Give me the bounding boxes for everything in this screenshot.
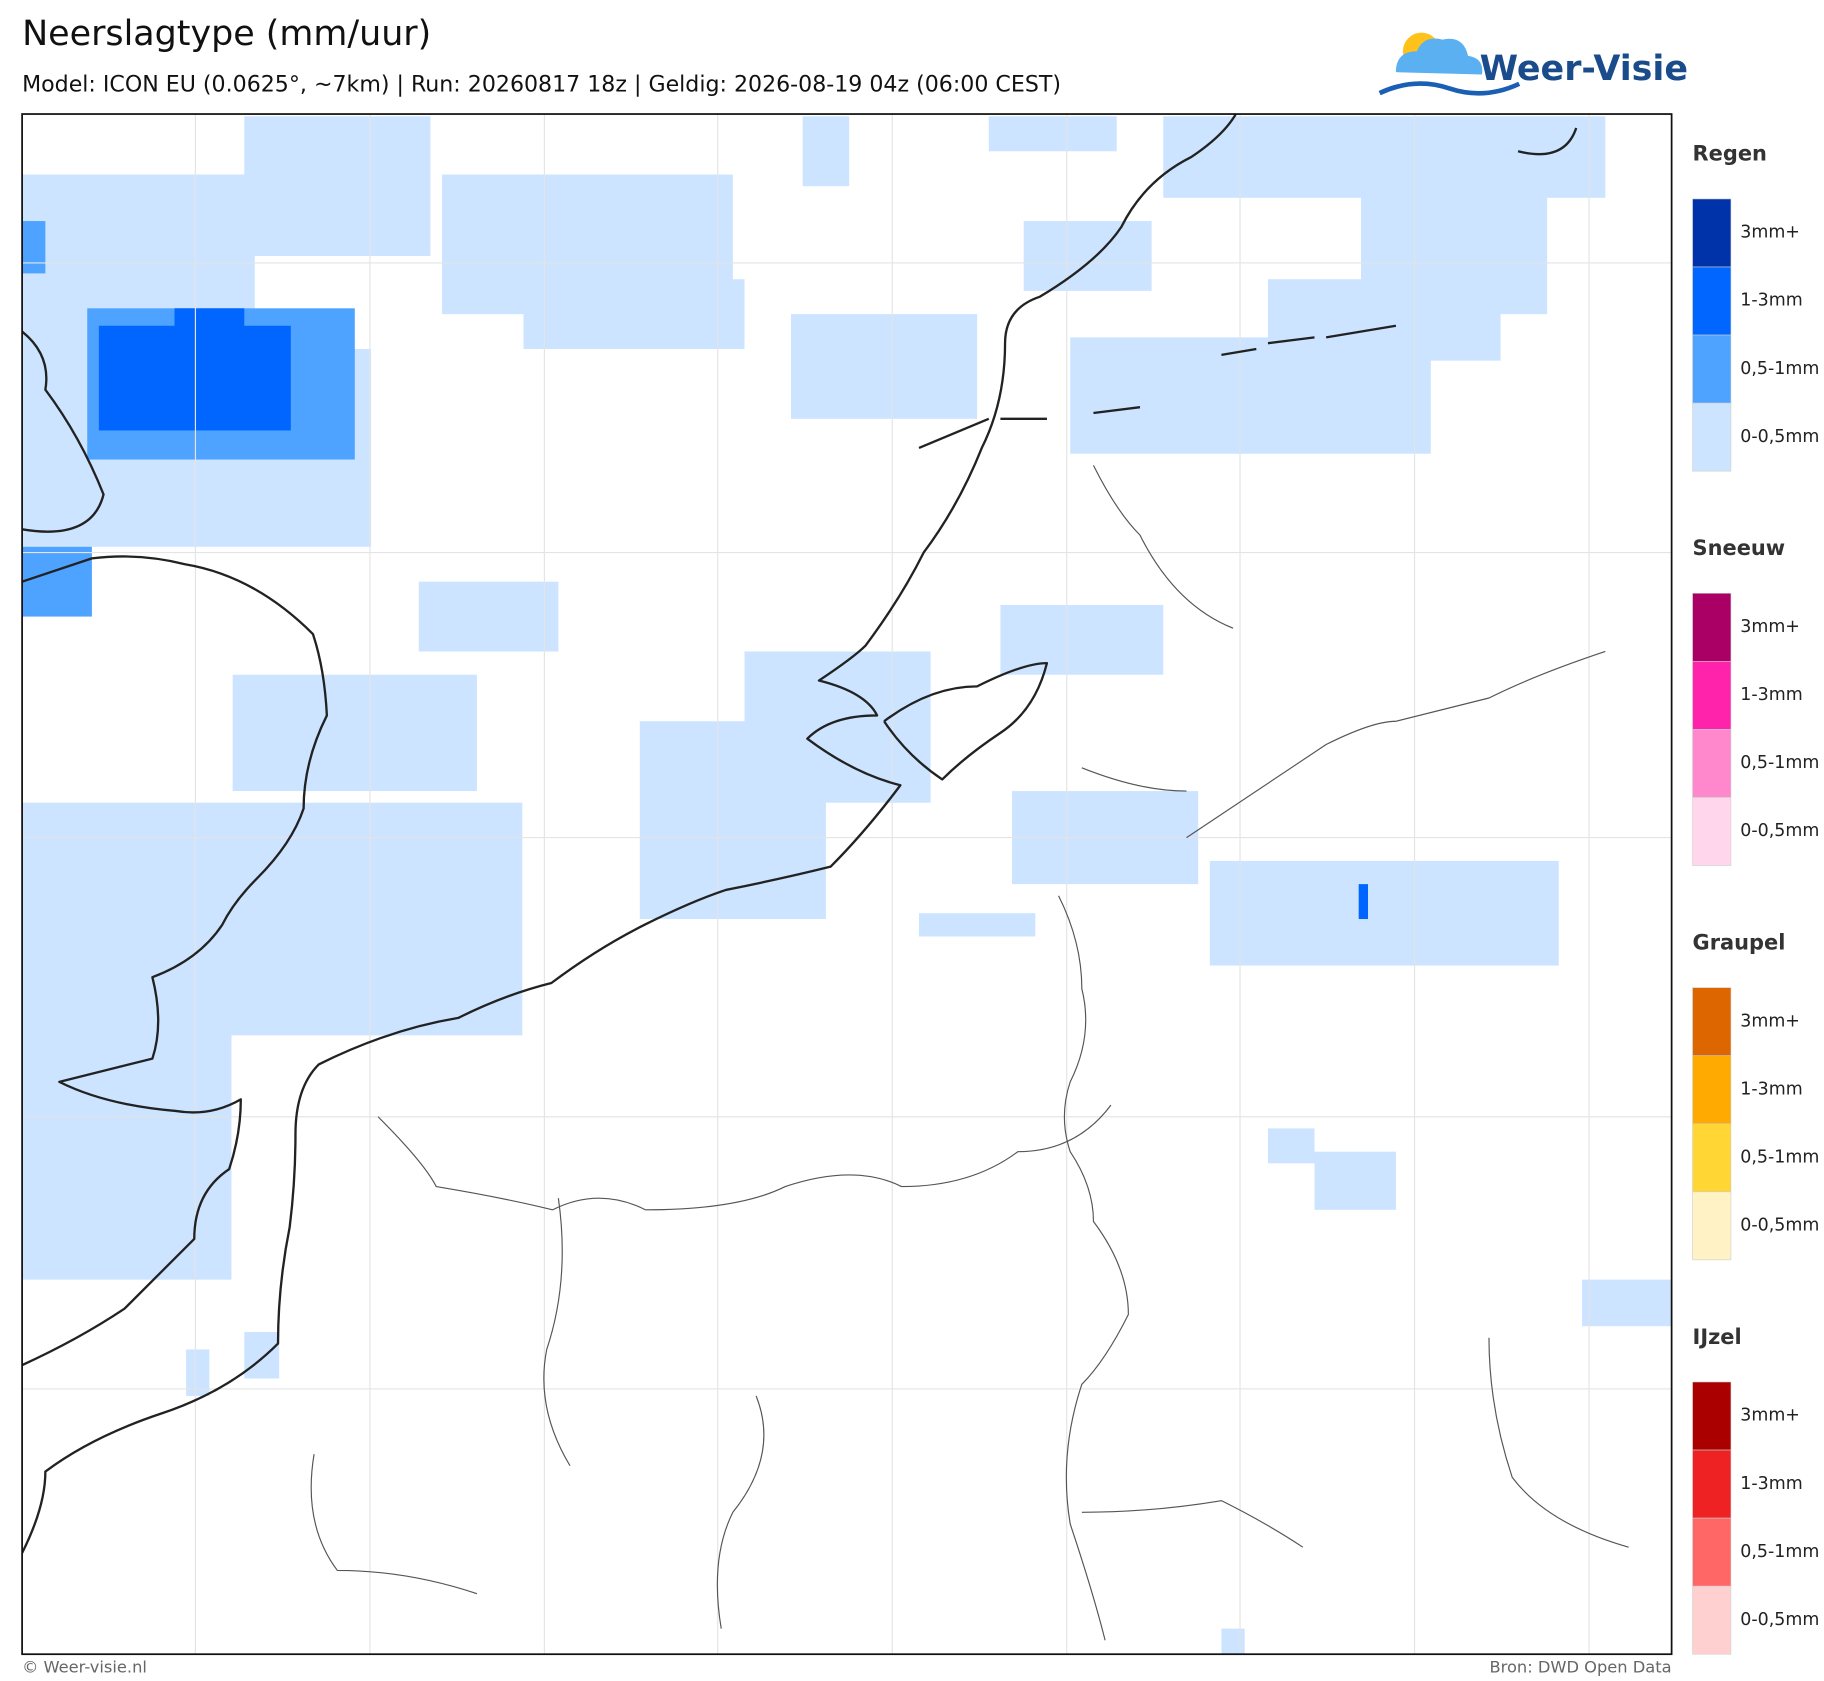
legend-swatch [1692, 729, 1732, 798]
legend-swatch [1692, 402, 1732, 472]
legend-swatch [1692, 1191, 1732, 1261]
precip-light [22, 802, 523, 1036]
precip-light [988, 116, 1117, 152]
title: Neerslagtype (mm/uur) [22, 14, 431, 54]
legend-swatch [1692, 1449, 1732, 1519]
precip-light [244, 1331, 280, 1379]
precip-heavy [98, 325, 291, 431]
legend-label: 3mm+ [1740, 223, 1800, 243]
legend-label: 1-3mm [1740, 1474, 1802, 1494]
legend-swatch [1692, 1585, 1732, 1655]
source: Bron: DWD Open Data [1489, 1658, 1671, 1677]
legend-label: 0-0,5mm [1740, 427, 1819, 447]
precip-light [186, 1349, 210, 1396]
precip-light [802, 116, 850, 187]
logo[interactable]: Weer-Visie [1378, 32, 1688, 96]
precip-medium [22, 546, 92, 617]
legend-title: Graupel [1693, 930, 1786, 954]
precip-light [418, 581, 559, 652]
precip-light [1582, 1279, 1672, 1327]
legend-label: 3mm+ [1740, 1406, 1800, 1426]
precip-light [1209, 860, 1559, 966]
logo-wave [1378, 81, 1521, 96]
precip-light [639, 721, 826, 920]
legend-label: 1-3mm [1740, 291, 1802, 311]
precip-heavy [1358, 884, 1368, 920]
precip-light [1000, 604, 1164, 675]
legend-title: IJzel [1693, 1325, 1742, 1349]
map-frame [21, 113, 1673, 1656]
legend-label: 3mm+ [1740, 1011, 1800, 1031]
legend-swatch [1692, 797, 1732, 866]
coastlines [22, 114, 1578, 1554]
legend-swatch [1692, 1055, 1732, 1125]
legend-swatch [1692, 1517, 1732, 1587]
legend-label: 0,5-1mm [1740, 753, 1819, 773]
legend-swatch [1692, 1381, 1732, 1451]
legend-label: 3mm+ [1740, 617, 1800, 637]
legend-swatch [1692, 266, 1732, 336]
legend-title: Sneeuw [1693, 536, 1786, 560]
legend-swatch [1692, 1123, 1732, 1193]
legend-label: 0,5-1mm [1740, 1147, 1819, 1167]
legend-swatch [1692, 987, 1732, 1056]
legend-swatch [1692, 593, 1732, 662]
precipitation [22, 116, 1672, 1655]
legend-label: 0,5-1mm [1740, 359, 1819, 379]
legend-swatch [1692, 198, 1732, 268]
logo-cloud [1395, 38, 1483, 75]
legend-label: 0-0,5mm [1740, 1216, 1819, 1236]
precip-light [1267, 279, 1501, 361]
precip-light [244, 116, 431, 256]
precip-light [22, 1023, 232, 1280]
legend-label: 0-0,5mm [1740, 821, 1819, 841]
precip-medium [22, 221, 46, 274]
precip-light [1221, 1628, 1245, 1655]
logo-text: Weer-Visie [1480, 49, 1688, 89]
graticule [22, 114, 1672, 1655]
precip-light [918, 913, 1036, 937]
legend-label: 1-3mm [1740, 1079, 1802, 1099]
subtitle: Model: ICON EU (0.0625°, ~7km) | Run: 20… [22, 71, 1061, 97]
borders [310, 465, 1629, 1641]
legend-swatch [1692, 661, 1732, 730]
legend-title: Regen [1693, 142, 1767, 166]
legend-label: 0,5-1mm [1740, 1542, 1819, 1562]
precip-light [232, 674, 477, 792]
precip-heavy [174, 308, 245, 332]
precip-light [1314, 1151, 1396, 1210]
legend-swatch [1692, 334, 1732, 404]
legend-label: 1-3mm [1740, 685, 1802, 705]
legend-label: 0-0,5mm [1740, 1610, 1819, 1630]
precip-light [791, 314, 978, 419]
copyright: © Weer-visie.nl [22, 1658, 147, 1677]
precip-light [1267, 1128, 1315, 1164]
legend: Regen 3mm+ 1-3mm 0,5-1mm 0-0,5mm Sneeuw 3mm+ 1-… [1692, 142, 1819, 1655]
precip-light [523, 279, 745, 350]
precip-light [1023, 221, 1152, 291]
